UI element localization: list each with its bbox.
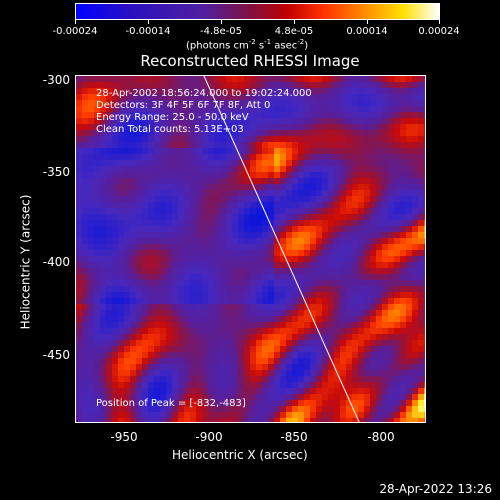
colorbar-tick-label: -4.8e-05: [200, 26, 242, 37]
heatmap-image: [76, 76, 425, 422]
colorbar: [75, 3, 440, 20]
y-tick-label: -400: [42, 255, 70, 269]
x-tick-label: -950: [110, 430, 138, 444]
colorbar-tick-label: -0.00024: [52, 26, 98, 37]
info-peak: Position of Peak = [-832,-483]: [96, 398, 246, 409]
y-tick-label: -300: [42, 73, 70, 87]
colorbar-tick-label: -0.00014: [125, 26, 171, 37]
colorbar-tick: [367, 20, 368, 24]
y-axis-label: Heliocentric Y (arcsec): [18, 194, 33, 330]
info-clean: Clean Total counts: 5.13E+03: [96, 124, 244, 135]
y-tick-label: -350: [42, 165, 70, 179]
info-time-range: 28-Apr-2002 18:56:24.000 to 19:02:24.000: [96, 88, 312, 99]
timestamp: 28-Apr-2022 13:26: [379, 482, 492, 496]
colorbar-tick: [439, 20, 440, 24]
info-detectors: Detectors: 3F 4F 5F 6F 7F 8F, Att 0: [96, 100, 271, 111]
plot-title: Reconstructed RHESSI Image: [140, 52, 360, 70]
limb-line: [203, 76, 360, 422]
image-plot: 28-Apr-2002 18:56:24.000 to 19:02:24.000…: [75, 75, 426, 423]
colorbar-tick: [294, 20, 295, 24]
x-tick-label: -900: [195, 430, 223, 444]
colorbar-tick-label: 4.8e-05: [274, 26, 314, 37]
colorbar-units: (photons cm-2 s-1 asec-2): [186, 38, 309, 52]
colorbar-tick: [221, 20, 222, 24]
colorbar-tick-label: 0.00014: [346, 26, 388, 37]
colorbar-tick: [148, 20, 149, 24]
colorbar-tick: [75, 20, 76, 24]
x-tick-label: -850: [280, 430, 308, 444]
y-tick-label: -450: [42, 348, 70, 362]
colorbar-tick-label: 0.00024: [418, 26, 460, 37]
x-tick-label: -800: [367, 430, 395, 444]
info-energy: Energy Range: 25.0 - 50.0 keV: [96, 112, 249, 123]
x-axis-label: Heliocentric X (arcsec): [172, 448, 308, 462]
